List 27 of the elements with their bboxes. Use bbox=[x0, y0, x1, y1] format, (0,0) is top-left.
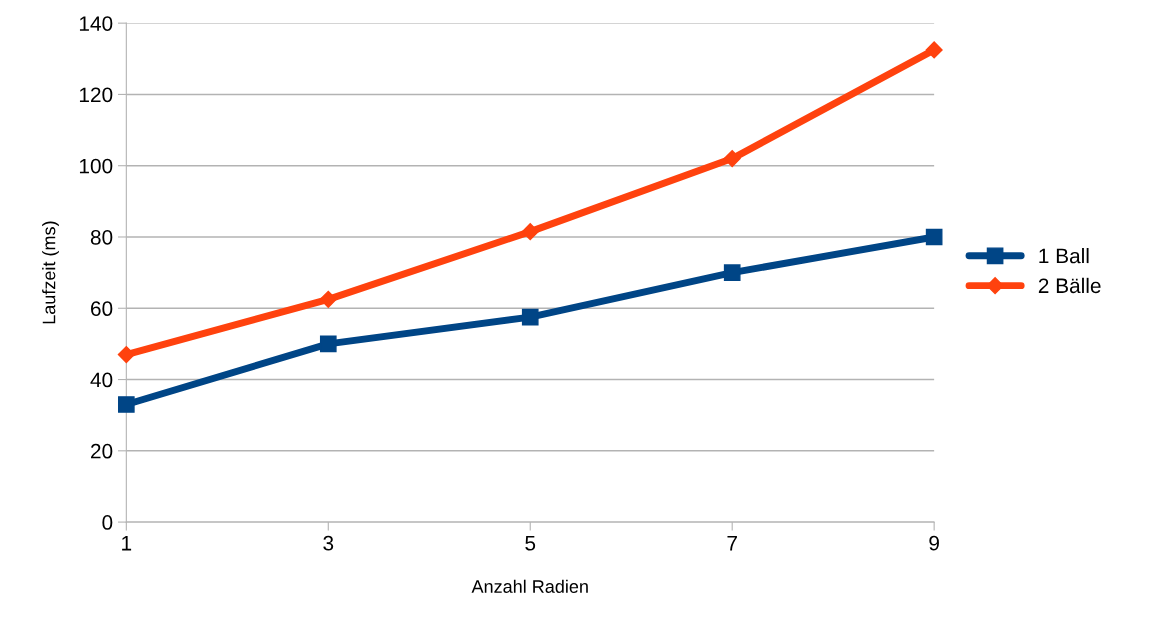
point bbox=[319, 335, 337, 353]
y-axis-title: Laufzeit (ms) bbox=[42, 221, 59, 324]
x-tick-label: 3 bbox=[323, 535, 334, 551]
y-tick-label: 0 bbox=[102, 515, 113, 530]
point bbox=[925, 228, 943, 246]
point bbox=[117, 396, 135, 413]
y-tick-label: 40 bbox=[90, 372, 113, 388]
y-tick-label: 140 bbox=[79, 16, 113, 31]
legend-label: 1 Ball bbox=[1039, 247, 1089, 264]
point bbox=[521, 308, 539, 326]
point bbox=[723, 150, 741, 168]
y-tick-label: 120 bbox=[79, 87, 113, 103]
x-tick-label: 1 bbox=[122, 536, 132, 551]
y-tick-label: 20 bbox=[91, 443, 113, 459]
point bbox=[925, 41, 943, 59]
x-tick-label: 9 bbox=[929, 535, 939, 551]
y-tick-label: 80 bbox=[90, 229, 113, 245]
point bbox=[723, 264, 741, 281]
y-tick-label: 100 bbox=[79, 158, 113, 174]
y-tick-label: 60 bbox=[91, 301, 113, 317]
point bbox=[319, 290, 337, 308]
x-axis-title: Anzahl Radien bbox=[471, 579, 588, 593]
x-tick-label: 7 bbox=[727, 536, 737, 551]
legend-label: 2 Bälle bbox=[1038, 277, 1101, 294]
x-tick-label: 5 bbox=[525, 536, 536, 551]
point bbox=[521, 223, 539, 241]
point bbox=[117, 346, 135, 364]
